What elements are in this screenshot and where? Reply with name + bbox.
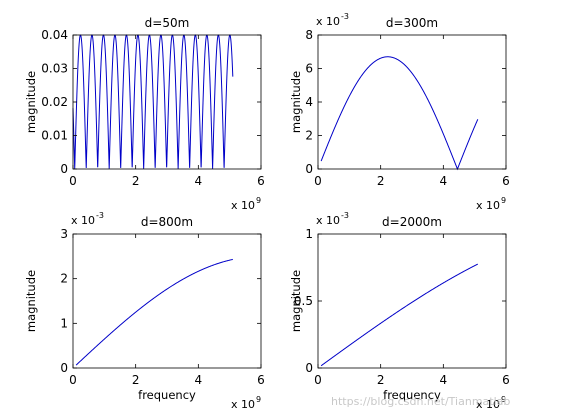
y-tick-label: 0 — [60, 162, 68, 176]
y-multiplier-exponent: -3 — [96, 211, 104, 220]
y-multiplier-exponent: -3 — [341, 211, 349, 220]
y-tick-label: 1 — [60, 316, 68, 330]
x-tick-label: 4 — [440, 174, 448, 188]
x-tick-label: 6 — [502, 373, 510, 387]
x-tick-label: 6 — [257, 174, 265, 188]
x-tick-label: 0 — [69, 373, 77, 387]
y-tick-label: 3 — [60, 227, 68, 241]
x-tick-label: 2 — [377, 373, 385, 387]
x-multiplier-label: x 10 — [476, 199, 500, 212]
subplot-title: d=50m — [145, 16, 190, 30]
y-tick-label: 2 — [305, 129, 313, 143]
y-multiplier-label: x 10 — [316, 15, 340, 28]
series-line — [320, 263, 479, 367]
y-tick-label: 0.5 — [294, 294, 313, 308]
series-line — [75, 258, 233, 366]
y-tick-label: 8 — [305, 28, 313, 42]
series-line — [320, 56, 479, 171]
y-tick-label: 0 — [305, 162, 313, 176]
y-axis-label: magnitude — [24, 71, 38, 133]
axes-frame — [72, 233, 262, 369]
x-multiplier-exponent: 9 — [501, 196, 506, 205]
y-tick-label: 1 — [305, 227, 313, 241]
x-tick-label: 6 — [257, 373, 265, 387]
y-tick-label: 0.02 — [41, 95, 68, 109]
x-tick-label: 4 — [440, 373, 448, 387]
y-tick-label: 0.01 — [41, 129, 68, 143]
y-axis-label: magnitude — [24, 270, 38, 332]
x-multiplier-label: x 10 — [476, 398, 500, 411]
subplot-title: d=800m — [141, 215, 193, 229]
y-tick-label: 2 — [60, 272, 68, 286]
x-multiplier-exponent: 9 — [501, 395, 506, 404]
y-axis-label: magnitude — [289, 71, 303, 133]
x-multiplier-label: x 10 — [231, 199, 255, 212]
y-tick-label: 6 — [305, 62, 313, 76]
x-multiplier-exponent: 9 — [256, 196, 261, 205]
y-tick-label: 0.03 — [41, 62, 68, 76]
x-tick-label: 0 — [69, 174, 77, 188]
y-axis-label: magnitude — [289, 270, 303, 332]
x-axis-label: frequency — [383, 388, 441, 402]
x-tick-label: 4 — [195, 174, 203, 188]
subplot-title: d=2000m — [382, 215, 442, 229]
x-multiplier-label: x 10 — [231, 398, 255, 411]
y-multiplier-label: x 10 — [71, 214, 95, 227]
series-line — [72, 34, 234, 169]
x-axis-label: frequency — [138, 388, 196, 402]
subplot-1: 0 2 4 6 0 0.01 0.02 0.03 0.04 d=50m magnitude x 10 9 — [24, 16, 265, 212]
y-tick-label: 0 — [305, 361, 313, 375]
x-tick-label: 6 — [502, 174, 510, 188]
x-multiplier-exponent: 9 — [256, 395, 261, 404]
y-tick-label: 0 — [60, 361, 68, 375]
x-tick-label: 4 — [195, 373, 203, 387]
x-tick-label: 2 — [132, 373, 140, 387]
x-tick-label: 0 — [314, 174, 322, 188]
y-multiplier-label: x 10 — [316, 214, 340, 227]
y-tick-label: 4 — [305, 95, 313, 109]
watermark-text: https://blog.csdn.net/Tianmatlab — [331, 395, 510, 408]
x-tick-label: 0 — [314, 373, 322, 387]
subplot-title: d=300m — [386, 16, 438, 30]
y-tick-label: 0.04 — [41, 28, 68, 42]
x-tick-label: 2 — [377, 174, 385, 188]
x-tick-label: 2 — [132, 174, 140, 188]
y-multiplier-exponent: -3 — [341, 12, 349, 21]
